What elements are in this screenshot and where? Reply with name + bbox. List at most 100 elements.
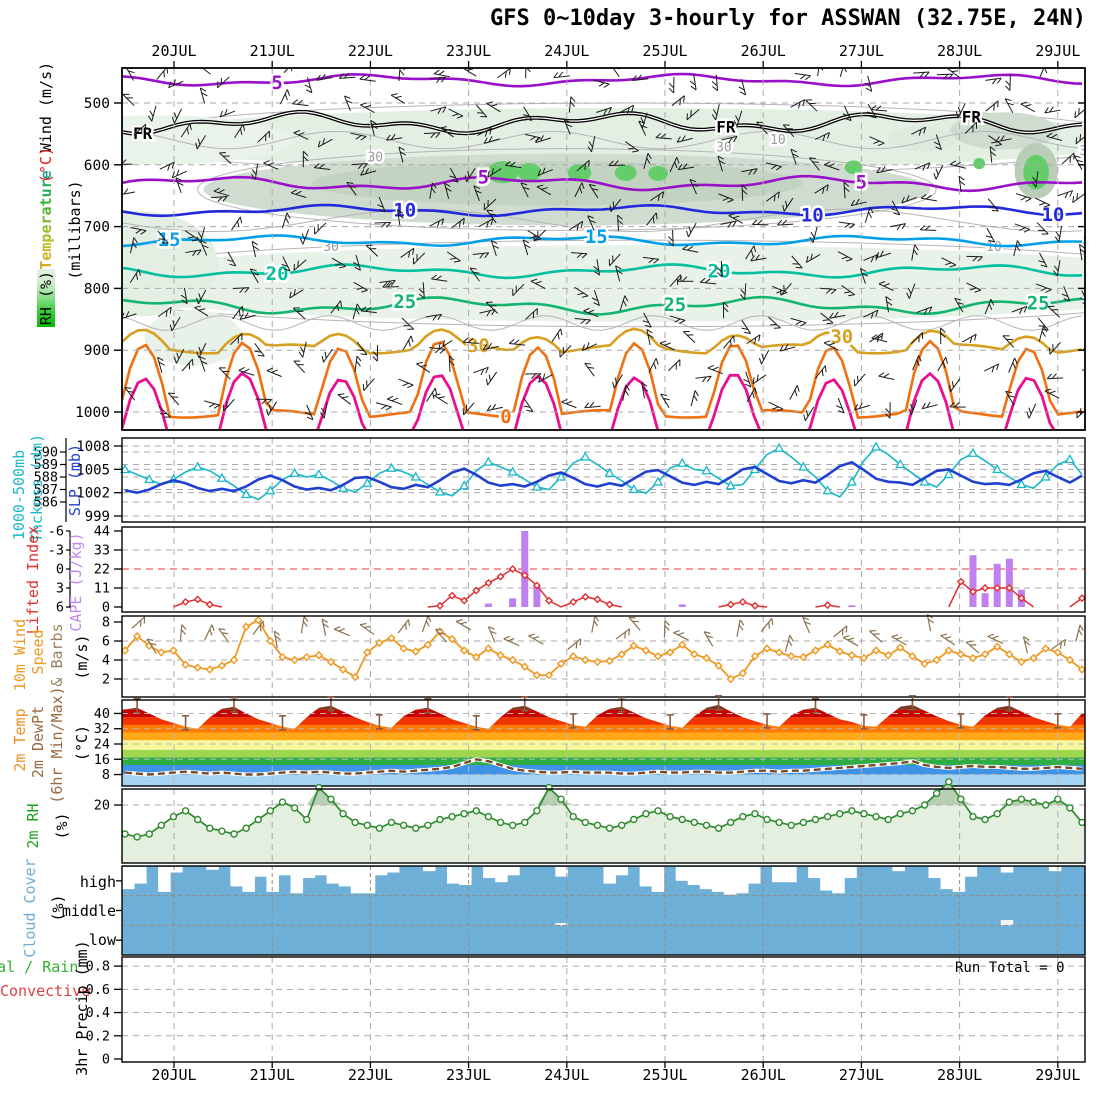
svg-text:8: 8	[102, 615, 110, 631]
svg-text:29JUL: 29JUL	[1035, 1066, 1080, 1084]
svg-text:590: 590	[34, 445, 58, 461]
svg-text:0: 0	[102, 1052, 110, 1068]
wind10m-panel	[120, 613, 1087, 697]
svg-text:5: 5	[478, 166, 489, 188]
rh-shade-legend: RH (%)	[37, 268, 55, 328]
cloud-row-low: low	[88, 931, 116, 949]
run-total-text: Run Total = 0	[955, 960, 1065, 976]
svg-text:1008: 1008	[76, 439, 110, 455]
wind10m-axis: 8 6 4 2	[102, 615, 1086, 698]
svg-text:6: 6	[102, 634, 110, 650]
svg-text:15: 15	[585, 226, 608, 248]
svg-text:0.4: 0.4	[86, 1005, 110, 1021]
svg-text:20: 20	[94, 798, 110, 814]
label-rh: RH (%)	[36, 188, 56, 408]
svg-text:26JUL: 26JUL	[741, 1066, 786, 1084]
svg-text:27JUL: 27JUL	[839, 1066, 884, 1084]
svg-text:0.2: 0.2	[86, 1028, 110, 1044]
label-3hr-precip: 3hr Precip (mm)	[73, 940, 91, 1076]
svg-text:6: 6	[56, 600, 64, 616]
svg-text:21JUL: 21JUL	[250, 42, 295, 60]
li-cape-panel	[122, 527, 1086, 612]
precip-panel	[122, 957, 1085, 1062]
svg-text:-3: -3	[48, 543, 64, 559]
svg-text:700: 700	[84, 220, 110, 236]
upper-air-axis: 500 600 700 800 900 1000	[75, 67, 1086, 431]
svg-text:589: 589	[34, 457, 58, 473]
label-degc-2m: (°C)	[73, 724, 91, 762]
svg-text:30: 30	[1079, 144, 1095, 159]
upper-air-gridlines	[122, 68, 1085, 430]
svg-text:FR: FR	[962, 108, 982, 127]
rh2m-panel	[121, 778, 1086, 863]
cloud-axis	[116, 865, 1086, 956]
svg-text:24: 24	[94, 737, 110, 753]
slp-thickness-panel	[119, 438, 1085, 522]
li-cape-axis: -6 -3 0 3 6 44 33 22 11 0	[48, 524, 1086, 616]
svg-text:24JUL: 24JUL	[544, 1066, 589, 1084]
svg-text:1002: 1002	[76, 486, 110, 502]
svg-text:FR: FR	[133, 124, 153, 143]
svg-text:28JUL: 28JUL	[937, 42, 982, 60]
svg-text:25: 25	[663, 294, 686, 316]
cloud-row-high: high	[79, 873, 116, 891]
svg-text:44: 44	[94, 524, 110, 540]
svg-text:900: 900	[84, 343, 110, 359]
svg-text:27JUL: 27JUL	[839, 42, 884, 60]
svg-text:1005: 1005	[76, 462, 110, 478]
svg-text:32: 32	[94, 721, 110, 737]
svg-text:20: 20	[266, 263, 289, 285]
svg-text:25JUL: 25JUL	[642, 1066, 687, 1084]
svg-text:33: 33	[94, 543, 110, 559]
svg-text:10: 10	[770, 133, 786, 148]
svg-text:21JUL: 21JUL	[250, 1066, 295, 1084]
svg-text:23JUL: 23JUL	[446, 42, 491, 60]
svg-text:500: 500	[84, 96, 110, 112]
svg-text:22JUL: 22JUL	[348, 1066, 393, 1084]
svg-text:588: 588	[34, 470, 58, 486]
rh2m-axis: 20	[94, 788, 1086, 864]
svg-text:20: 20	[708, 260, 731, 282]
svg-text:20JUL: 20JUL	[151, 1066, 196, 1084]
svg-text:1000: 1000	[75, 405, 110, 421]
svg-text:999: 999	[85, 509, 110, 525]
svg-text:0: 0	[500, 406, 511, 428]
svg-text:2: 2	[102, 672, 110, 688]
label-millibars: (millibars)	[66, 180, 84, 280]
label-total-rain: Total / Rain	[0, 958, 79, 976]
svg-text:600: 600	[84, 158, 110, 174]
svg-text:26JUL: 26JUL	[741, 42, 786, 60]
svg-text:3: 3	[56, 581, 64, 597]
svg-text:20JUL: 20JUL	[151, 42, 196, 60]
cloud-row-middle: middle	[61, 902, 116, 920]
svg-text:586: 586	[34, 495, 58, 511]
svg-text:8: 8	[102, 767, 110, 783]
svg-text:-6: -6	[48, 524, 64, 540]
svg-text:0.6: 0.6	[86, 982, 110, 998]
cloud-cover-panel	[122, 866, 1085, 955]
svg-text:30: 30	[367, 150, 383, 165]
svg-text:28JUL: 28JUL	[937, 1066, 982, 1084]
label-convective: Convective	[0, 982, 91, 1000]
upper-air-wind-barbs	[122, 68, 1085, 422]
svg-text:4: 4	[102, 653, 110, 669]
svg-text:25: 25	[1027, 293, 1050, 315]
temp2m-panel	[122, 695, 1085, 786]
svg-text:25JUL: 25JUL	[642, 42, 687, 60]
svg-text:24JUL: 24JUL	[544, 42, 589, 60]
svg-text:800: 800	[84, 281, 110, 297]
svg-text:16: 16	[94, 752, 110, 768]
svg-text:FR: FR	[716, 117, 736, 136]
svg-text:25: 25	[393, 291, 416, 313]
svg-text:30: 30	[467, 335, 490, 357]
date-axes: 20JUL 20JUL 21JUL 21JUL 22JUL 22JUL 23JUL 23JUL…	[151, 42, 1080, 1084]
svg-text:22JUL: 22JUL	[348, 42, 393, 60]
svg-text:5: 5	[271, 72, 282, 94]
svg-text:30: 30	[830, 326, 853, 348]
precip-axis: 0.8 0.6 0.4 0.2 0	[86, 956, 1086, 1068]
svg-text:10: 10	[986, 240, 1002, 255]
